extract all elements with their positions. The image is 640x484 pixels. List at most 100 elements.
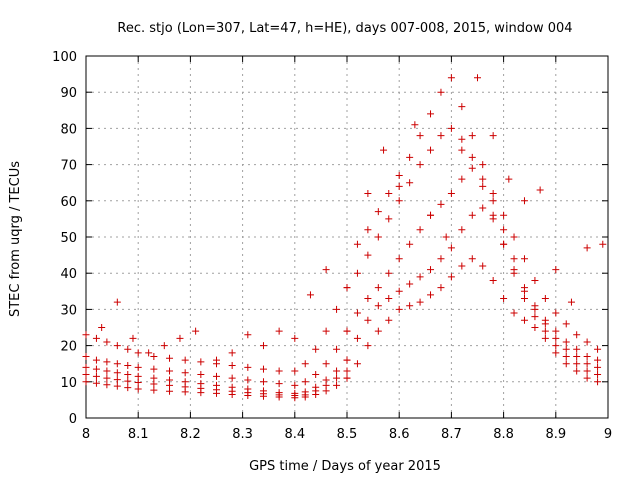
- data-point: [541, 295, 549, 303]
- data-point: [113, 342, 121, 350]
- y-tick-label: 60: [60, 195, 77, 210]
- data-point: [374, 327, 382, 335]
- data-point: [437, 284, 445, 292]
- data-point: [343, 284, 351, 292]
- data-point: [124, 362, 132, 370]
- data-point: [437, 132, 445, 140]
- data-point: [406, 302, 414, 310]
- data-point: [244, 376, 252, 384]
- data-point: [458, 103, 466, 111]
- data-point: [594, 363, 602, 371]
- data-point: [458, 262, 466, 270]
- data-point: [92, 334, 100, 342]
- data-point: [531, 302, 539, 310]
- data-point: [103, 338, 111, 346]
- data-point: [427, 291, 435, 299]
- data-point: [541, 316, 549, 324]
- data-point: [573, 345, 581, 353]
- x-tick-label: 8.7: [441, 427, 462, 442]
- data-point: [333, 367, 341, 375]
- data-point: [531, 276, 539, 284]
- data-point: [244, 331, 252, 339]
- data-point: [510, 266, 518, 274]
- data-point: [489, 197, 497, 205]
- data-point: [181, 356, 189, 364]
- data-point: [364, 316, 372, 324]
- data-point: [474, 74, 481, 82]
- data-point: [395, 305, 403, 313]
- data-point: [458, 226, 466, 234]
- data-point: [103, 374, 111, 382]
- data-point: [510, 233, 518, 241]
- data-point: [134, 349, 142, 357]
- data-point: [353, 334, 361, 342]
- data-point: [520, 287, 528, 295]
- data-point: [145, 349, 153, 357]
- data-point: [583, 360, 591, 368]
- data-point: [192, 327, 200, 335]
- data-point: [124, 377, 132, 385]
- data-point: [364, 190, 372, 198]
- data-point: [124, 384, 132, 392]
- data-point: [406, 280, 414, 288]
- x-axis-label: GPS time / Days of year 2015: [249, 459, 441, 474]
- data-point: [103, 381, 111, 389]
- data-point: [395, 287, 403, 295]
- data-point: [427, 110, 435, 118]
- x-tick-label: 8.4: [284, 427, 305, 442]
- data-point: [416, 226, 424, 234]
- data-point: [333, 374, 341, 382]
- data-point: [181, 378, 189, 386]
- data-point: [520, 197, 528, 205]
- data-point: [562, 360, 570, 368]
- data-point: [395, 171, 403, 179]
- data-point: [301, 388, 309, 396]
- data-point: [479, 175, 487, 183]
- data-point: [134, 379, 142, 387]
- data-point: [134, 363, 142, 371]
- data-point: [244, 363, 252, 371]
- data-point: [197, 358, 205, 366]
- data-point: [228, 362, 236, 370]
- data-point: [573, 360, 581, 368]
- data-point: [599, 240, 607, 248]
- data-point: [500, 240, 508, 248]
- data-point: [395, 255, 403, 263]
- data-point: [385, 269, 393, 277]
- data-point: [447, 190, 455, 198]
- y-tick-label: 70: [60, 159, 77, 174]
- data-point: [353, 309, 361, 317]
- data-point: [437, 88, 445, 96]
- data-point: [113, 360, 121, 368]
- data-point: [594, 345, 602, 353]
- data-point: [312, 383, 320, 391]
- y-tick-label: 0: [69, 412, 77, 427]
- data-point: [458, 146, 466, 154]
- data-point: [374, 284, 382, 292]
- x-tick-label: 9: [604, 427, 612, 442]
- axes: [85, 55, 609, 419]
- data-point: [228, 374, 236, 382]
- data-point: [458, 135, 466, 143]
- data-point: [228, 383, 236, 391]
- data-point: [374, 208, 382, 216]
- data-point: [510, 309, 518, 317]
- data-point: [312, 371, 320, 379]
- data-point: [322, 327, 330, 335]
- x-tick-label: 8.9: [545, 427, 566, 442]
- data-point: [343, 367, 351, 375]
- data-point: [160, 342, 168, 350]
- data-point: [213, 356, 220, 364]
- data-point: [416, 273, 424, 281]
- y-tick-label: 50: [60, 231, 77, 246]
- data-point: [437, 200, 445, 208]
- data-point: [447, 124, 455, 132]
- x-tick-label: 8.8: [493, 427, 514, 442]
- data-point: [150, 374, 158, 382]
- data-point: [113, 376, 121, 384]
- data-point: [562, 320, 570, 328]
- data-point: [301, 378, 309, 386]
- data-point: [562, 352, 570, 360]
- data-point: [479, 204, 487, 212]
